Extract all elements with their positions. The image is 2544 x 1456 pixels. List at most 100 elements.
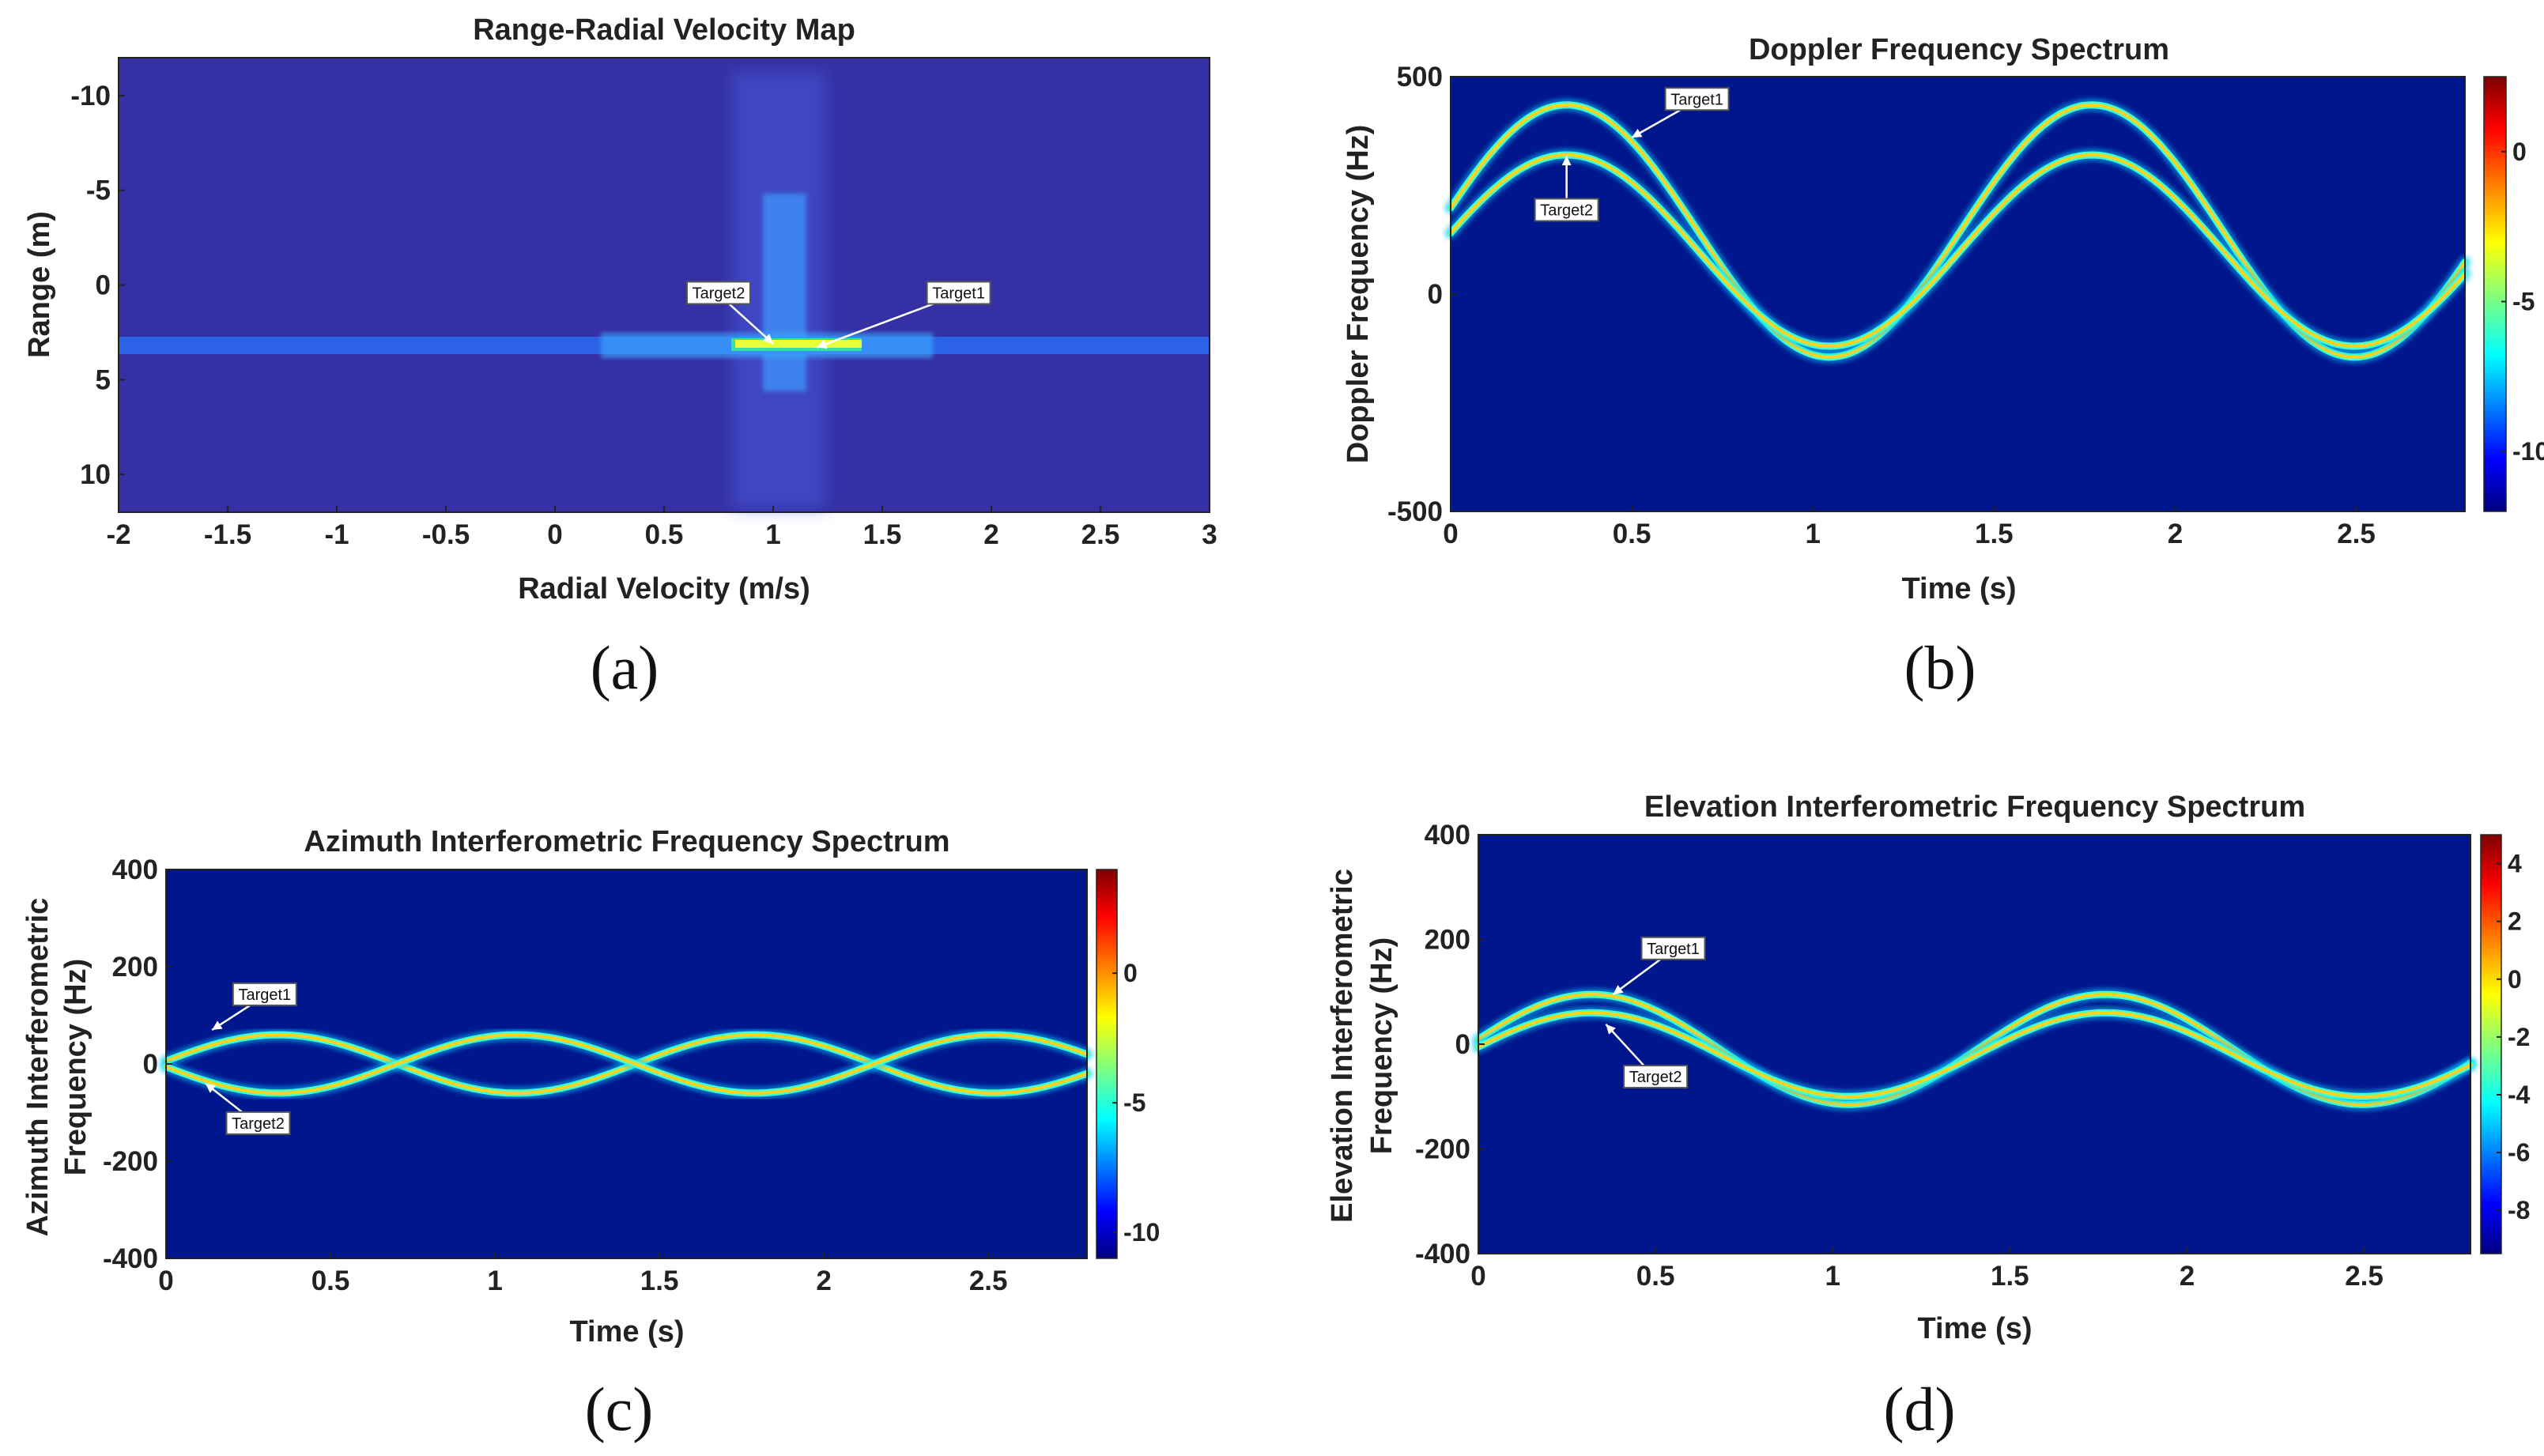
x-tick-label: 0 — [1443, 519, 1458, 549]
x-tick-label: 2 — [983, 519, 998, 550]
annotation-arrowhead-target2 — [1606, 1024, 1616, 1035]
series-core-target1 — [164, 1033, 1089, 1095]
y-tick-label: 400 — [1425, 820, 1470, 851]
panel-b-x-ticks: 0 0.5 1 1.5 2 2.5 — [1443, 505, 2376, 549]
x-tick-label: 0.5 — [645, 519, 684, 550]
colorbar-tick-label: -5 — [1123, 1088, 1146, 1117]
y-tick-label: -400 — [103, 1243, 158, 1274]
axes-frame — [165, 869, 1088, 1259]
x-tick-label: 0.5 — [1613, 519, 1651, 549]
colorbar-frame — [2483, 76, 2507, 512]
series-core-target2 — [1449, 153, 2467, 349]
annotation-box-target2 — [1623, 1065, 1689, 1089]
panel-b-colorbar — [2484, 77, 2506, 511]
colorbar-tick-label: -8 — [2508, 1196, 2530, 1224]
annotation-arrowhead-target1 — [212, 1020, 223, 1030]
panel-a-peak-core — [735, 340, 862, 348]
panel-a-velocity-column-core — [763, 194, 806, 391]
panel-a-range-velocity-map: Range-Radial Velocity Map Target1 Target2… — [23, 13, 1217, 702]
panel-c-x-label: Time (s) — [569, 1315, 684, 1348]
panel-c-label: (c) — [585, 1375, 654, 1443]
y-tick-label: -10 — [70, 81, 111, 111]
y-tick-label: -500 — [1387, 496, 1443, 527]
panel-d-y-label-line1: Elevation Interferometric — [1326, 869, 1359, 1223]
x-tick-label: 2.5 — [2345, 1261, 2384, 1292]
y-tick-label: -400 — [1415, 1239, 1470, 1269]
panel-a-target-annotations: Target1 Target2 — [686, 281, 991, 349]
annotation-label-target2: Target2 — [693, 285, 745, 302]
panel-d-y-ticks: 400 200 0 -200 -400 — [1415, 820, 2471, 1269]
colorbar-tick-label: -2 — [2508, 1023, 2530, 1051]
x-tick-label: 3 — [1202, 519, 1217, 550]
colorbar-tick-label: -4 — [2508, 1081, 2531, 1109]
panel-c-y-label-line2: Frequency (Hz) — [59, 959, 92, 1175]
x-tick-label: 1.5 — [1975, 519, 2014, 549]
annotation-arrowhead-target1 — [1632, 128, 1643, 138]
annotation-arrowhead-target2 — [205, 1083, 217, 1093]
axes-frame — [1450, 76, 2466, 512]
panel-d-x-ticks: 0 0.5 1 1.5 2 2.5 — [1470, 1247, 2384, 1292]
panel-c-series — [160, 1028, 1093, 1100]
annotation-box-target2 — [1534, 198, 1599, 222]
annotation-label-target1: Target1 — [1647, 941, 1700, 958]
y-tick-label: -5 — [86, 175, 111, 206]
panel-c-colorbar-ticks: 0 -5 -10 — [1096, 869, 1160, 1259]
x-tick-label: 2.5 — [1081, 519, 1120, 550]
y-tick-label: 0 — [143, 1049, 158, 1080]
annotation-label-target2: Target2 — [232, 1115, 285, 1133]
panel-b-annotations: Target1 Target2 — [1534, 87, 1730, 222]
panel-b-colorbar-ticks: 0 -5 -10 — [2483, 76, 2544, 512]
axes-frame — [1478, 834, 2471, 1254]
x-tick-label: 2 — [2180, 1261, 2195, 1292]
colorbar-tick-label: 0 — [1123, 959, 1138, 987]
annotation-box-target1 — [232, 982, 297, 1006]
series-core-target2 — [1477, 1011, 2472, 1099]
colorbar-tick-label: -10 — [1123, 1218, 1160, 1247]
annotation-label-target1: Target1 — [1670, 91, 1723, 108]
x-tick-label: -2 — [106, 519, 130, 550]
colorbar-tick-label: 0 — [2512, 138, 2527, 166]
x-tick-label: 2.5 — [969, 1266, 1008, 1296]
panel-a-plot-area — [119, 58, 1210, 512]
colorbar-tick-label: 0 — [2508, 965, 2522, 994]
panel-c-title: Azimuth Interferometric Frequency Spectr… — [304, 825, 949, 858]
panel-a-y-ticks: -10 -5 0 5 10 — [70, 57, 1210, 513]
series-core-target2 — [164, 1033, 1089, 1095]
colorbar-tick-label: -5 — [2512, 287, 2535, 315]
panel-d-annotations: Target1 Target2 — [1605, 936, 1706, 1089]
annotation-arrowhead-target1 — [1613, 985, 1624, 995]
colorbar-tick-label: -10 — [2512, 437, 2544, 466]
annotation-label-target1: Target1 — [238, 986, 291, 1004]
y-tick-label: -200 — [1415, 1134, 1470, 1165]
annotation-label-target1: Target1 — [932, 285, 985, 302]
panel-d-colorbar-ticks: 4 2 0 -2 -4 -6 -8 — [2480, 834, 2531, 1254]
panel-b-doppler-spectrum: Doppler Frequency Spectrum Target1Target… — [1342, 33, 2544, 702]
y-tick-label: 0 — [1428, 279, 1443, 310]
panel-d-title: Elevation Interferometric Frequency Spec… — [1644, 790, 2305, 824]
x-tick-label: 2 — [816, 1266, 831, 1296]
panel-a-y-label: Range (m) — [23, 211, 56, 358]
x-tick-label: -1 — [324, 519, 349, 550]
y-tick-label: 200 — [112, 952, 158, 983]
x-tick-label: 1 — [1825, 1261, 1840, 1292]
annotation-box-target1 — [926, 281, 991, 305]
panel-d-label: (d) — [1884, 1375, 1956, 1443]
x-tick-label: 0 — [547, 519, 562, 550]
annotation-label-target2: Target2 — [1629, 1069, 1682, 1086]
x-tick-label: -1.5 — [204, 519, 251, 550]
panel-d-elevation-spectrum: Elevation Interferometric Frequency Spec… — [1326, 790, 2531, 1443]
y-tick-label: 10 — [80, 459, 111, 490]
annotation-arrowhead-target2 — [763, 334, 773, 344]
panel-a-title: Range-Radial Velocity Map — [473, 13, 855, 47]
colorbar-frame — [2480, 834, 2502, 1254]
colorbar-frame — [1096, 869, 1118, 1259]
panel-a-x-ticks: -2 -1.5 -1 -0.5 0 0.5 1 1.5 2 2.5 3 — [106, 506, 1217, 550]
colorbar-tick-label: -6 — [2508, 1138, 2530, 1167]
panel-d-colorbar — [2481, 835, 2501, 1254]
x-tick-label: 0.5 — [1636, 1261, 1675, 1292]
annotation-arrowhead-target2 — [1561, 156, 1572, 166]
x-tick-label: 0 — [1470, 1261, 1485, 1292]
x-tick-label: -0.5 — [422, 519, 470, 550]
